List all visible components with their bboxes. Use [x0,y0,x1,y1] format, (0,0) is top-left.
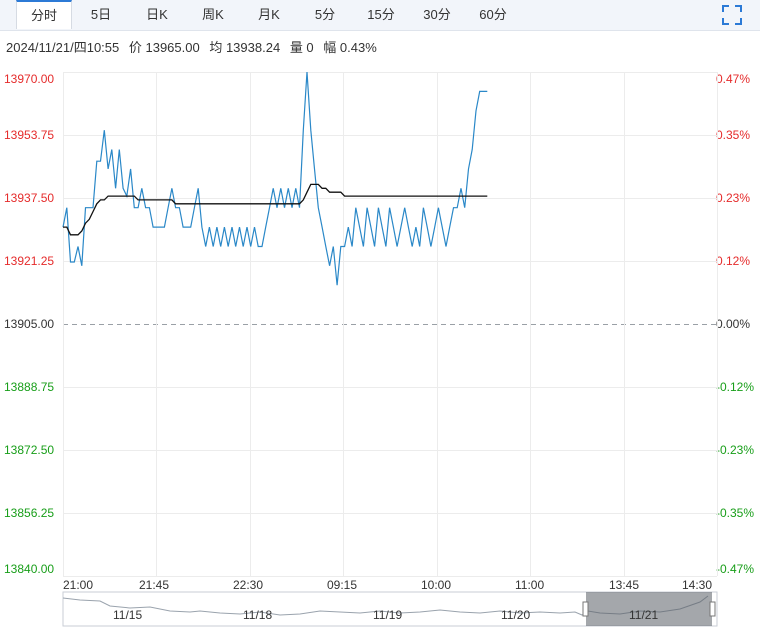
period-tabs: 分时 5日 日K 周K 月K 5分 15分 30分 60分 [0,0,760,31]
pct-label-5: -0.12% [716,380,755,394]
x-label-7: 14:30 [682,578,713,592]
tab-intraday[interactable]: 分时 [16,0,72,29]
x-label-3: 09:15 [327,578,358,592]
nav-date-2: 11/19 [373,608,403,622]
pct-label-6: -0.23% [716,443,755,457]
y-label-7: 13856.25 [4,506,55,520]
y-label-2: 13937.50 [4,191,55,205]
tab-weekly-k[interactable]: 周K [202,7,224,22]
quote-datetime: 2024/11/21/四10:55 [6,40,120,55]
tab-60min[interactable]: 60分 [479,7,507,22]
quote-average: 均 13938.24 [209,40,281,55]
pct-label-1: 0.35% [716,128,751,142]
pct-label-7: -0.35% [716,506,755,520]
pct-label-4: 0.00% [716,317,751,331]
y-label-8: 13840.00 [4,562,55,576]
pct-label-8: -0.47% [716,562,755,576]
navigator-handle-left[interactable] [582,601,589,617]
tab-monthly-k[interactable]: 月K [258,7,280,22]
nav-date-3: 11/20 [501,608,531,622]
price-series-line [62,71,488,286]
y-label-3: 13921.25 [4,254,55,268]
tab-daily-k[interactable]: 日K [146,7,168,22]
quote-change: 幅 0.43% [323,40,377,55]
x-label-5: 11:00 [515,578,545,592]
tab-15min[interactable]: 15分 [367,7,395,22]
tab-30min[interactable]: 30分 [423,7,451,22]
pct-label-2: 0.23% [716,191,751,205]
pct-label-0: 0.47% [716,72,751,86]
y-label-1: 13953.75 [4,128,55,142]
tab-5min[interactable]: 5分 [314,7,336,22]
tab-5day[interactable]: 5日 [90,7,112,22]
navigator-selected-range[interactable] [586,592,712,626]
nav-date-1: 11/18 [243,608,273,622]
quote-volume: 量 0 [289,40,314,55]
average-series-line [63,183,488,236]
x-label-2: 22:30 [233,578,264,592]
nav-date-0: 11/15 [113,608,143,622]
y-label-4: 13905.00 [4,317,55,331]
pct-label-3: 0.12% [716,254,751,268]
quote-info-bar: 2024/11/21/四10:55 价 13965.00 均 13938.24 … [6,37,383,56]
nav-date-4: 11/21 [629,608,659,622]
x-label-1: 21:45 [139,578,170,592]
navigator-handle-right[interactable] [709,601,716,617]
x-label-6: 13:45 [609,578,640,592]
chart-grid [63,72,718,577]
y-label-5: 13888.75 [4,380,55,394]
y-label-6: 13872.50 [4,443,55,457]
x-label-0: 21:00 [63,578,94,592]
y-label-0: 13970.00 [4,72,55,86]
fullscreen-icon[interactable] [722,5,742,25]
quote-price: 价 13965.00 [128,40,200,55]
x-label-4: 10:00 [421,578,452,592]
